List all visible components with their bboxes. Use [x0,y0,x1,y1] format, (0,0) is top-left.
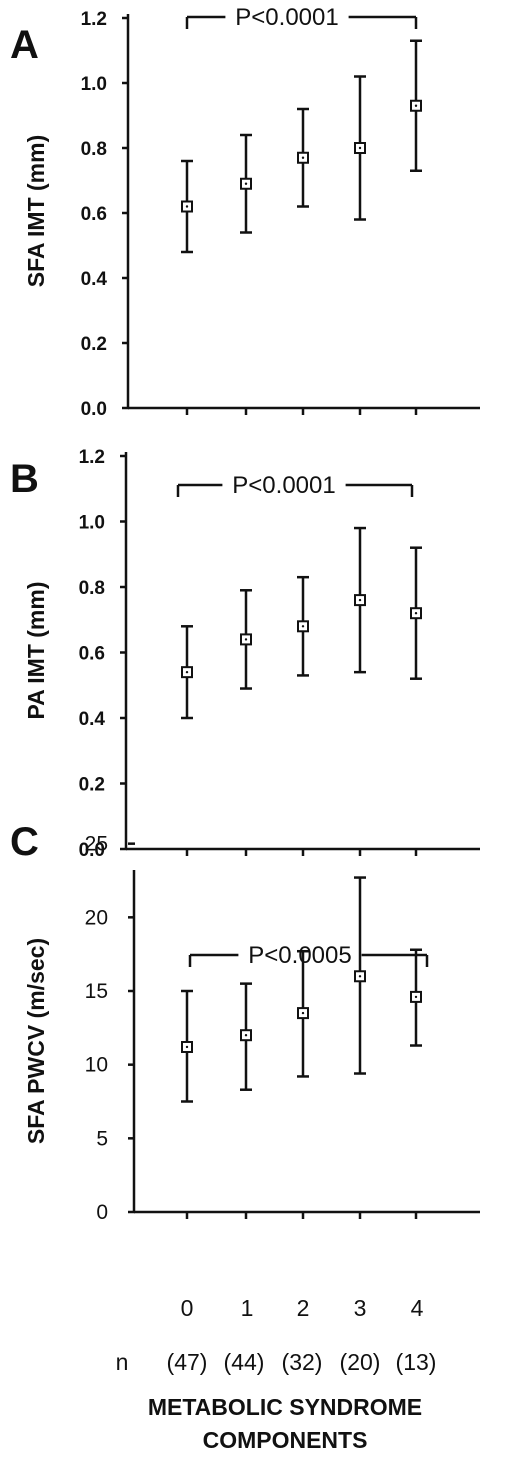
y-tick-label: 0.2 [79,775,105,796]
data-point-center [244,638,248,641]
data-point-center [358,598,362,602]
data-point-center [301,156,305,159]
y-tick-label: 1.0 [79,513,105,534]
data-point-center [414,995,418,999]
y-tick-label: 0.2 [81,334,107,355]
x-tick-label-3: 3 [354,1295,367,1321]
n-count-4: (13) [396,1349,437,1375]
y-axis-label: SFA IMT (mm) [23,135,49,287]
panel-letter: A [10,23,39,67]
panel-letter: B [10,457,39,501]
y-tick-label: 0.4 [79,709,106,730]
y-tick-label: 0.0 [81,399,107,420]
x-tick-label-1: 1 [241,1295,254,1321]
panel-c: C SFA PWCV (m/sec) 0 5 10 15 20 25 P<0.0005 [10,820,480,1224]
y-tick-label: 20 [85,906,108,929]
y-tick-label: 0 [96,1201,108,1224]
x-axis-title-line-1: METABOLIC SYNDROME [148,1394,422,1420]
y-tick-label: 0.8 [79,578,105,599]
x-axis-title-line-2: COMPONENTS [203,1427,368,1453]
y-axis-label: SFA PWCV (m/sec) [23,938,49,1144]
x-tick-label-2: 2 [297,1295,310,1321]
panel-letter: C [10,820,39,864]
x-tick-label-0: 0 [181,1295,194,1321]
n-label: n [116,1349,129,1375]
data-point-center [244,1034,248,1037]
y-tick-label: 0.0 [79,840,105,861]
n-count-3: (20) [340,1349,381,1375]
p-value-label: P<0.0005 [248,942,351,969]
data-point-center [185,670,189,674]
y-tick-label: 5 [96,1127,108,1150]
data-point-center [244,182,248,185]
y-tick-label: 0.8 [81,139,107,160]
y-tick-label: 1.0 [81,74,107,95]
y-tick-label: 1.2 [81,9,107,30]
p-value-label: P<0.0001 [232,472,335,499]
p-value-label: P<0.0001 [235,4,338,31]
y-tick-label: 0.6 [81,204,107,225]
y-tick-label: 15 [85,980,108,1003]
panel-b: B PA IMT (mm) 0.0 0.2 0.4 0.6 0.8 1.0 1.2 P<0.000… [10,447,480,861]
x-tick-label-4: 4 [411,1295,424,1321]
data-point-center [358,975,362,978]
data-point-center [185,1045,189,1049]
data-point-center [414,612,418,615]
y-axis-label: PA IMT (mm) [23,582,49,720]
data-point-center [358,146,362,150]
data-point-center [414,104,418,107]
n-count-1: (44) [224,1349,265,1375]
y-tick-label: 0.4 [81,269,108,290]
y-tick-label: 10 [85,1054,108,1077]
n-count-2: (32) [282,1349,323,1375]
y-tick-label: 1.2 [79,447,105,468]
y-tick-label: 25 [85,833,108,856]
panel-a: A SFA IMT (mm) 0.0 0.2 0.4 0.6 0.8 1.0 1.2 P<0.00… [10,4,480,420]
n-count-0: (47) [167,1349,208,1375]
data-point-center [301,625,305,628]
data-point-center [185,205,189,208]
y-tick-label: 0.6 [79,644,105,665]
data-point-center [301,1011,305,1015]
